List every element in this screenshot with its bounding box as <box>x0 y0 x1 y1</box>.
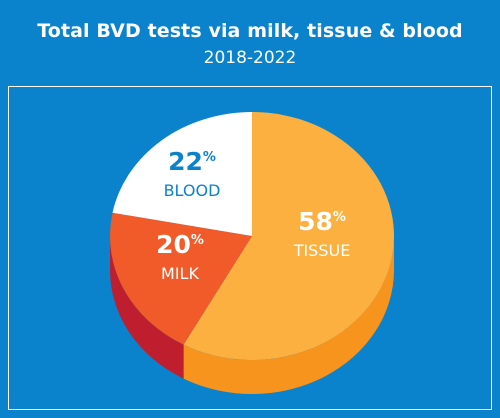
data-label-blood-name: BLOOD <box>164 181 221 200</box>
chart-title: Total BVD tests via milk, tissue & blood <box>37 20 463 42</box>
pie-slice-blood <box>112 112 252 236</box>
pie-side-milk <box>110 236 184 379</box>
header-divider <box>8 86 492 87</box>
data-label-milk-name: MILK <box>161 264 199 283</box>
pie-side-tissue <box>183 236 394 395</box>
chart-subtitle: 2018-2022 <box>203 48 297 68</box>
chart-header: Total BVD tests via milk, tissue & blood… <box>0 0 500 84</box>
pie-slice-milk <box>110 212 252 345</box>
pie-tops <box>110 112 395 360</box>
data-label-tissue-name: TISSUE <box>293 241 351 260</box>
chart-frame <box>8 86 492 410</box>
pie-slice-tissue <box>183 112 395 360</box>
pie-sides <box>110 236 394 395</box>
